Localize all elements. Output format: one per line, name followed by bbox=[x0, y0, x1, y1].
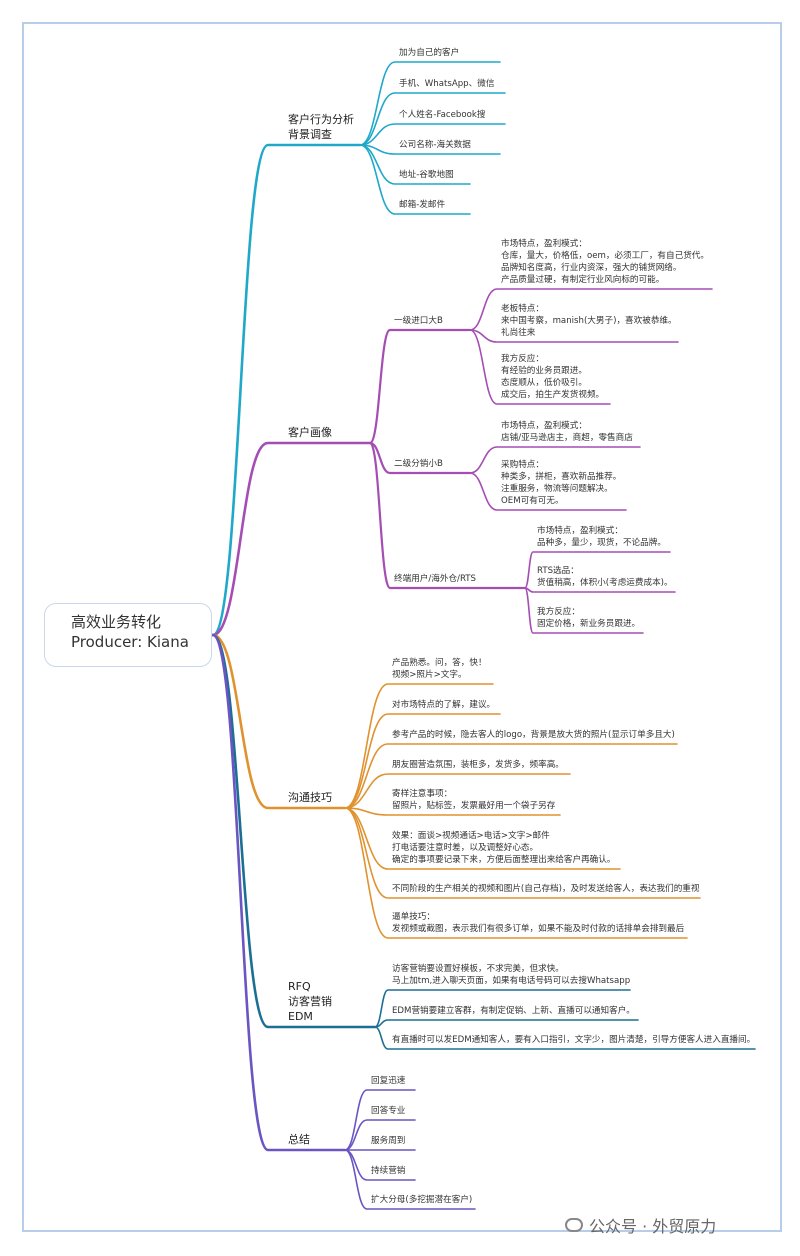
leaf-node[interactable]: 持续营销 bbox=[371, 1166, 406, 1176]
leaf-connector bbox=[469, 329, 679, 343]
root-producer: Producer: Kiana bbox=[71, 633, 189, 651]
child-connector bbox=[344, 743, 678, 809]
leaf-node[interactable]: EDM营销要建立客群，有制定促销、上新、直播可以通知客户。 bbox=[392, 1006, 635, 1016]
leaf-connector bbox=[469, 446, 641, 474]
leaf-connector bbox=[469, 288, 713, 331]
leaf-connector bbox=[524, 551, 671, 589]
leaf-node[interactable]: 市场特点，盈利模式： 品种多，量少，现货，不论品牌。 bbox=[537, 526, 666, 548]
child-connector bbox=[344, 683, 494, 809]
child-connector bbox=[374, 989, 631, 1028]
branch-connector bbox=[211, 143, 362, 637]
root-title: 高效业务转化 bbox=[71, 613, 162, 631]
branch-1-label[interactable]: 客户行为分析 背景调查 bbox=[288, 113, 354, 141]
leaf-node[interactable]: 效果：面谈>视频通话>电话>文字>邮件 打电话要注意时差，以及调整好心态。 确定… bbox=[392, 831, 616, 865]
leaf-node[interactable]: 个人姓名-Facebook搜 bbox=[399, 110, 486, 120]
child-connector bbox=[344, 807, 688, 939]
page-frame bbox=[22, 22, 782, 1232]
leaf-node[interactable]: 朋友圈营造氛围，装柜多，发货多，频率高。 bbox=[392, 760, 564, 770]
watermark: 公众号 · 外贸原力 bbox=[565, 1213, 716, 1237]
branch-5-label[interactable]: 总结 bbox=[288, 1133, 310, 1146]
leaf-node[interactable]: 市场特点，盈利模式： 仓库，量大，价格低，oem，必须工厂，有自己货代。 品牌知… bbox=[501, 239, 709, 285]
leaf-node[interactable]: 服务周到 bbox=[371, 1136, 406, 1146]
leaf-node[interactable]: 地址-谷歌地图 bbox=[399, 170, 454, 180]
leaf-node[interactable]: 公司名称-海关数据 bbox=[399, 140, 471, 150]
child-connector bbox=[344, 1149, 476, 1210]
branch-connector bbox=[211, 441, 372, 637]
branch-2-label[interactable]: 客户画像 bbox=[288, 426, 332, 439]
branch-3-label[interactable]: 沟通技巧 bbox=[288, 791, 332, 804]
child-connector bbox=[344, 773, 571, 809]
leaf-node[interactable]: 手机、WhatsApp、微信 bbox=[399, 79, 495, 89]
leaf-connector bbox=[524, 587, 644, 634]
leaf-node[interactable]: 回复迅速 bbox=[371, 1076, 406, 1086]
leaf-node[interactable]: 采购特点： 种类多，拼柜，喜欢新品推荐。 注重服务，物流等问题解决。 OEM可有… bbox=[501, 460, 622, 506]
leaf-node[interactable]: 产品熟悉。问，答，快！ 视频>照片>文字。 bbox=[392, 658, 487, 680]
leaf-node[interactable]: 寄样注意事项： 留照片，贴标签，发票最好用一个袋子另存 bbox=[392, 789, 556, 811]
leaf-node[interactable]: RTS选品： 货值稍高，体积小(考虑运费成本)。 bbox=[537, 566, 673, 588]
child-connector bbox=[374, 1026, 756, 1050]
child-connector bbox=[368, 441, 472, 475]
child-connector bbox=[368, 328, 472, 445]
child-connector bbox=[359, 123, 506, 146]
leaf-node[interactable]: 对市场特点的了解，建议。 bbox=[392, 700, 496, 710]
branch-connector bbox=[211, 633, 347, 1152]
child-connector bbox=[344, 1119, 416, 1151]
leaf-node[interactable]: 邮箱-发邮件 bbox=[399, 200, 446, 210]
leaf-node[interactable]: 不同阶段的生产相关的视频和图片(自己存档)，及时发送给客人，表达我们的重视 bbox=[392, 884, 700, 894]
child-connector bbox=[368, 441, 527, 590]
leaf-node[interactable]: 加为自己的客户 bbox=[399, 48, 460, 58]
watermark-text: 公众号 · 外贸原力 bbox=[589, 1217, 717, 1236]
subbranch-label[interactable]: 终端用户/海外仓/RTS bbox=[394, 574, 476, 584]
leaf-node[interactable]: 访客营销要设置好模板，不求完美，但求快。 马上加tm,进入聊天页面，如果有电话号… bbox=[392, 964, 631, 986]
leaf-node[interactable]: 我方反应： 固定价格，新业务员跟进。 bbox=[537, 607, 641, 629]
leaf-node[interactable]: 有直播时可以发EDM通知客人，要有入口指引，文字少，图片清楚，引导方便客人进入直… bbox=[392, 1035, 756, 1045]
child-connector bbox=[374, 1019, 639, 1028]
wechat-icon bbox=[565, 1218, 583, 1232]
child-connector bbox=[344, 1089, 416, 1151]
leaf-node[interactable]: 老板特点： 来中国考察，manish(大男子)，喜欢被恭维。 礼尚往来 bbox=[501, 304, 677, 338]
leaf-node[interactable]: 参考产品的时候，隐去客人的logo，背景是放大货的照片(显示订单多且大) bbox=[392, 730, 675, 740]
subbranch-label[interactable]: 一级进口大B bbox=[394, 316, 443, 326]
subbranch-label[interactable]: 二级分销小B bbox=[394, 459, 443, 469]
root-node[interactable]: 高效业务转化 Producer: Kiana bbox=[44, 603, 212, 667]
child-connector bbox=[359, 61, 501, 146]
leaf-connector bbox=[469, 329, 611, 405]
branch-connector bbox=[211, 633, 347, 810]
child-connector bbox=[344, 807, 561, 816]
leaf-node[interactable]: 市场特点，盈利模式： 店铺/亚马逊店主，商超，零售商店 bbox=[501, 421, 633, 443]
child-connector bbox=[359, 92, 506, 146]
leaf-node[interactable]: 逼单技巧： 发视频或截图，表示我们有很多订单，如果不能及时付款的话排单会排到最后 bbox=[392, 912, 685, 934]
leaf-node[interactable]: 回答专业 bbox=[371, 1106, 406, 1116]
leaf-node[interactable]: 扩大分母(多挖掘潜在客户) bbox=[371, 1195, 473, 1205]
leaf-node[interactable]: 我方反应： 有经验的业务员跟进。 态度顺从，低价吸引。 成交后，拍生产发货视频。 bbox=[501, 354, 605, 400]
leaf-connector bbox=[469, 472, 627, 511]
child-connector bbox=[359, 144, 471, 215]
branch-4-label[interactable]: RFQ 访客营销 EDM bbox=[288, 980, 332, 1023]
child-connector bbox=[344, 713, 501, 809]
